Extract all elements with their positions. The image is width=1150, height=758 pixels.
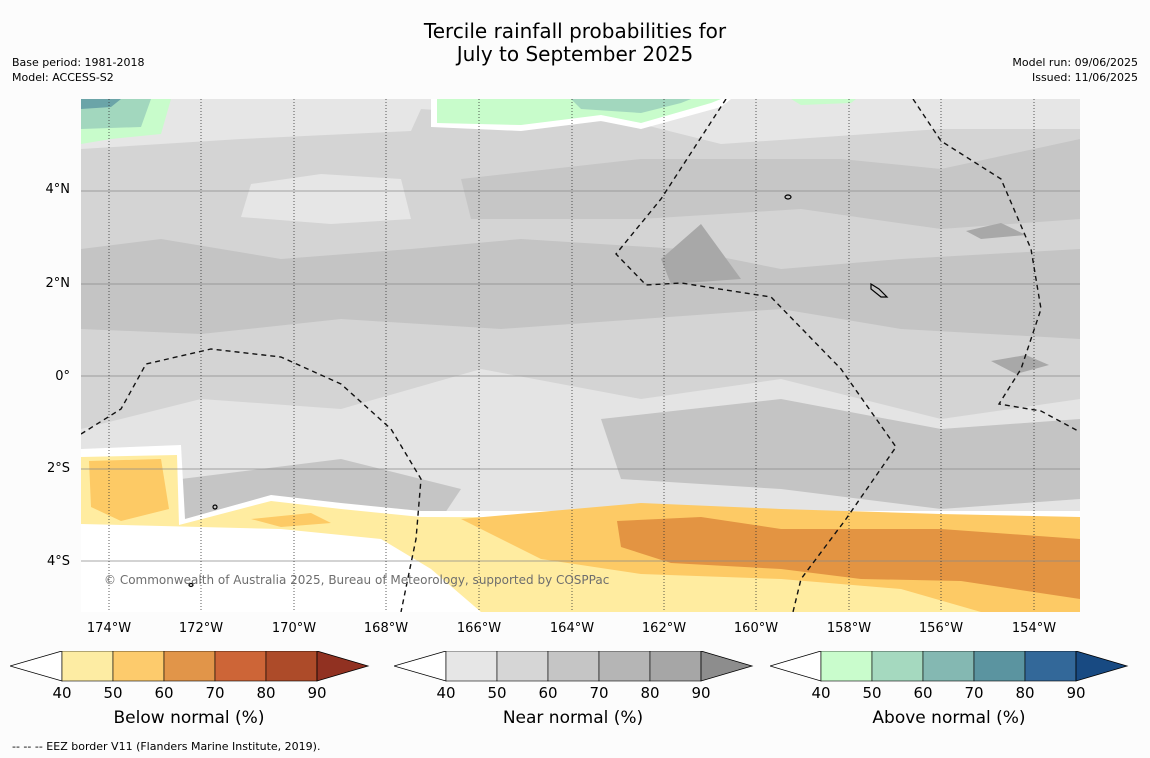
eez-border-east <box>912 99 1080 433</box>
cb-above-segment-50 <box>820 651 873 682</box>
probability-map <box>81 99 1080 612</box>
below-normal-70 <box>617 517 1080 599</box>
above-normal-mid-n <box>571 99 691 113</box>
cb-below-segment-60 <box>112 651 165 682</box>
cb-near-segment-70 <box>547 651 600 682</box>
above-normal-dark-nw <box>81 99 121 109</box>
cb-near-label: Near normal (%) <box>502 708 644 728</box>
cb-near-segment-90 <box>649 651 702 682</box>
cb-above-segment-70 <box>922 651 975 682</box>
near-normal-light-band <box>81 99 1080 149</box>
cb-above-tick-80: 80 <box>1015 684 1035 702</box>
lat-label-4s: 4°S <box>46 554 70 569</box>
cb-below-segment-50 <box>61 651 114 682</box>
cb-above-lower-triangle <box>770 651 822 682</box>
lat-label-2s: 2°S <box>46 461 70 476</box>
eez-footnote: -- -- -- EEZ border V11 (Flanders Marine… <box>12 740 321 753</box>
lon-label-174w: 174°W <box>86 621 132 636</box>
lon-label-154w: 154°W <box>1011 621 1057 636</box>
lon-label-172w: 172°W <box>178 621 224 636</box>
island-1 <box>784 194 792 200</box>
cb-below-tick-80: 80 <box>256 684 276 702</box>
colorbar-below-normal <box>10 651 370 682</box>
cb-above-tick-50: 50 <box>862 684 882 702</box>
lat-label-2n: 2°N <box>45 276 71 291</box>
near-normal-light-patch <box>241 174 411 224</box>
base-period: Base period: 1981-2018 <box>12 56 145 69</box>
lon-label-156w: 156°W <box>918 621 964 636</box>
cb-near-tick-90: 90 <box>691 684 711 702</box>
cb-near-tick-80: 80 <box>640 684 660 702</box>
map-title: Tercile rainfall probabilities for July … <box>0 20 1150 66</box>
title-line-1: Tercile rainfall probabilities for <box>423 19 727 43</box>
cb-near-tick-40: 40 <box>436 684 456 702</box>
above-normal-patch-ne <box>791 99 856 105</box>
lon-label-164w: 164°W <box>549 621 595 636</box>
lat-label-0: 0° <box>55 369 70 384</box>
lon-label-168w: 168°W <box>363 621 409 636</box>
cb-below-tick-60: 60 <box>154 684 174 702</box>
near-normal-darkest-patch-3 <box>991 355 1049 374</box>
cb-below-tick-70: 70 <box>205 684 225 702</box>
cb-below-tick-90: 90 <box>307 684 327 702</box>
cb-below-segment-80 <box>214 651 267 682</box>
near-normal-dark-band-north <box>461 139 1080 229</box>
cb-below-segment-90 <box>265 651 318 682</box>
cb-near-upper-triangle <box>700 651 754 682</box>
cb-below-tick-50: 50 <box>103 684 123 702</box>
lon-label-160w: 160°W <box>733 621 779 636</box>
cb-near-segment-60 <box>496 651 549 682</box>
cb-below-tick-40: 40 <box>52 684 72 702</box>
meta-right: Model run: 09/06/2025 Issued: 11/06/2025 <box>1012 55 1138 85</box>
latitude-gridlines <box>81 190 1080 562</box>
near-normal-dark-band-east <box>601 399 1080 509</box>
map-panel <box>81 99 1080 612</box>
cb-near-segment-80 <box>598 651 651 682</box>
cb-above-segment-60 <box>871 651 924 682</box>
colorbar-near-normal <box>394 651 754 682</box>
cb-near-segment-50 <box>445 651 498 682</box>
cb-above-label: Above normal (%) <box>872 708 1026 728</box>
near-normal-darkest-patch-2 <box>966 223 1026 239</box>
cb-near-tick-60: 60 <box>538 684 558 702</box>
issued-date: Issued: 11/06/2025 <box>1031 71 1138 84</box>
cb-above-tick-90: 90 <box>1066 684 1086 702</box>
cb-below-upper-triangle <box>316 651 370 682</box>
model-run: Model run: 09/06/2025 <box>1012 56 1138 69</box>
cb-above-tick-60: 60 <box>913 684 933 702</box>
cb-below-segment-70 <box>163 651 216 682</box>
cb-below-lower-triangle <box>10 651 63 682</box>
near-normal-dark-band <box>81 239 1080 339</box>
cb-above-tick-40: 40 <box>811 684 831 702</box>
island-3 <box>212 504 218 510</box>
islands <box>188 194 889 588</box>
island-2 <box>870 282 889 298</box>
eez-border-central <box>615 99 897 612</box>
cb-below-label: Below normal (%) <box>113 708 265 728</box>
title-line-2: July to September 2025 <box>456 42 694 66</box>
cb-near-lower-triangle <box>394 651 447 682</box>
below-normal-60-small <box>251 513 331 527</box>
cb-above-tick-70: 70 <box>964 684 984 702</box>
near-normal-darkest-patch-1 <box>661 224 741 284</box>
eez-borders <box>81 99 1080 612</box>
lon-label-166w: 166°W <box>456 621 502 636</box>
lon-label-162w: 162°W <box>641 621 687 636</box>
cb-above-upper-triangle <box>1075 651 1129 682</box>
eez-border-west <box>81 348 422 612</box>
copyright-notice: © Commonwealth of Australia 2025, Bureau… <box>104 573 610 587</box>
meta-left: Base period: 1981-2018 Model: ACCESS-S2 <box>12 55 144 85</box>
lat-label-4n: 4°N <box>45 182 71 197</box>
cb-above-segment-80 <box>973 651 1026 682</box>
colorbar-above-normal <box>770 651 1129 682</box>
model-name: Model: ACCESS-S2 <box>12 71 114 84</box>
island-4 <box>188 582 194 588</box>
cb-above-segment-90 <box>1024 651 1077 682</box>
lon-label-170w: 170°W <box>271 621 317 636</box>
lon-label-158w: 158°W <box>826 621 872 636</box>
cb-near-tick-50: 50 <box>487 684 507 702</box>
cb-near-tick-70: 70 <box>589 684 609 702</box>
